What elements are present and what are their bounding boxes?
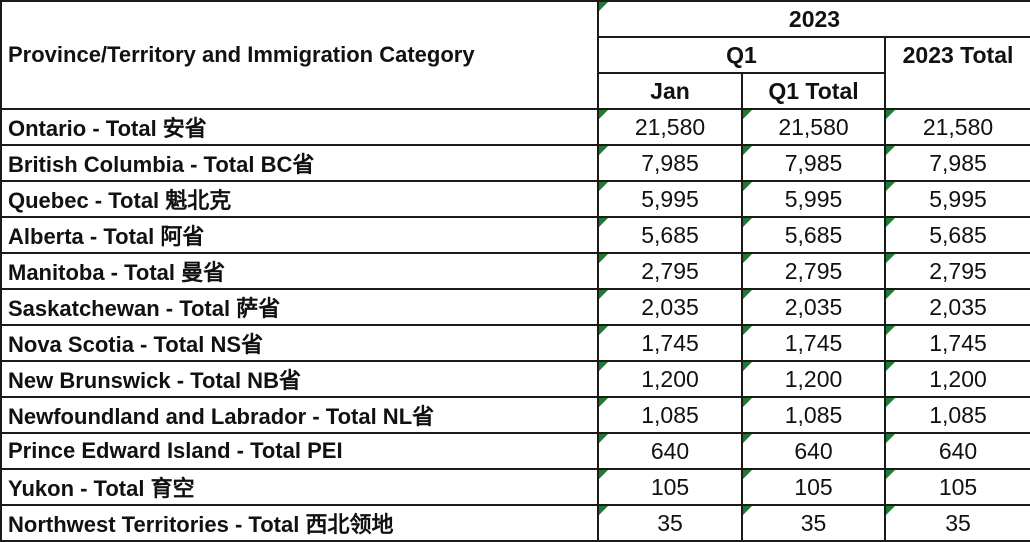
q1-total-cell[interactable]: 1,745 bbox=[741, 324, 886, 362]
table-row: Ontario - Total 安省 21,580 21,580 21,580 bbox=[0, 108, 1030, 146]
table-row: Northwest Territories - Total 西北领地 35 35… bbox=[0, 504, 1030, 542]
category-cell[interactable]: Manitoba - Total 曼省 bbox=[0, 252, 599, 290]
jan-cell[interactable]: 1,085 bbox=[597, 396, 743, 434]
table-body: Ontario - Total 安省 21,580 21,580 21,580 … bbox=[0, 108, 1030, 542]
jan-cell[interactable]: 1,745 bbox=[597, 324, 743, 362]
year-total-cell[interactable]: 2,795 bbox=[883, 252, 1030, 290]
table-row: British Columbia - Total BC省 7,985 7,985… bbox=[0, 144, 1030, 182]
table-row: Quebec - Total 魁北克 5,995 5,995 5,995 bbox=[0, 180, 1030, 218]
table-row: Manitoba - Total 曼省 2,795 2,795 2,795 bbox=[0, 252, 1030, 290]
jan-cell[interactable]: 105 bbox=[597, 468, 743, 506]
category-cell[interactable]: Prince Edward Island - Total PEI bbox=[0, 432, 599, 470]
jan-cell[interactable]: 1,200 bbox=[597, 360, 743, 398]
year-total-cell[interactable]: 105 bbox=[883, 468, 1030, 506]
table-row: New Brunswick - Total NB省 1,200 1,200 1,… bbox=[0, 360, 1030, 398]
category-cell[interactable]: Quebec - Total 魁北克 bbox=[0, 180, 599, 218]
year-header[interactable]: 2023 bbox=[596, 0, 1030, 38]
year-total-cell[interactable]: 5,685 bbox=[883, 216, 1030, 254]
q1-total-cell[interactable]: 5,995 bbox=[741, 180, 886, 218]
year-total-cell[interactable]: 1,200 bbox=[883, 360, 1030, 398]
table-row: Alberta - Total 阿省 5,685 5,685 5,685 bbox=[0, 216, 1030, 254]
q1-total-cell[interactable]: 21,580 bbox=[741, 108, 886, 146]
jan-cell[interactable]: 5,995 bbox=[597, 180, 743, 218]
q1-total-cell[interactable]: 2,035 bbox=[741, 288, 886, 326]
year-total-cell[interactable]: 35 bbox=[883, 504, 1030, 542]
year-total-cell[interactable]: 1,085 bbox=[883, 396, 1030, 434]
table-header: Province/Territory and Immigration Categ… bbox=[0, 0, 1030, 110]
q1-total-cell[interactable]: 105 bbox=[741, 468, 886, 506]
table-row: Newfoundland and Labrador - Total NL省 1,… bbox=[0, 396, 1030, 434]
jan-cell[interactable]: 5,685 bbox=[597, 216, 743, 254]
jan-cell[interactable]: 2,795 bbox=[597, 252, 743, 290]
category-cell[interactable]: British Columbia - Total BC省 bbox=[0, 144, 599, 182]
category-cell[interactable]: Nova Scotia - Total NS省 bbox=[0, 324, 599, 362]
quarter-total-header[interactable]: Q1 Total bbox=[741, 72, 886, 110]
table-row: Nova Scotia - Total NS省 1,745 1,745 1,74… bbox=[0, 324, 1030, 362]
year-total-cell[interactable]: 1,745 bbox=[883, 324, 1030, 362]
category-cell[interactable]: Yukon - Total 育空 bbox=[0, 468, 599, 506]
q1-total-cell[interactable]: 2,795 bbox=[741, 252, 886, 290]
jan-cell[interactable]: 2,035 bbox=[597, 288, 743, 326]
jan-cell[interactable]: 7,985 bbox=[597, 144, 743, 182]
category-cell[interactable]: Saskatchewan - Total 萨省 bbox=[0, 288, 599, 326]
q1-total-cell[interactable]: 1,085 bbox=[741, 396, 886, 434]
year-total-cell[interactable]: 2,035 bbox=[883, 288, 1030, 326]
category-cell[interactable]: Newfoundland and Labrador - Total NL省 bbox=[0, 396, 599, 434]
category-cell[interactable]: New Brunswick - Total NB省 bbox=[0, 360, 599, 398]
q1-total-cell[interactable]: 7,985 bbox=[741, 144, 886, 182]
jan-cell[interactable]: 35 bbox=[597, 504, 743, 542]
category-cell[interactable]: Alberta - Total 阿省 bbox=[0, 216, 599, 254]
table-row: Yukon - Total 育空 105 105 105 bbox=[0, 468, 1030, 506]
year-total-cell[interactable]: 21,580 bbox=[883, 108, 1030, 146]
month-header[interactable]: Jan bbox=[597, 72, 743, 110]
quarter-header[interactable]: Q1 bbox=[597, 36, 886, 74]
category-cell[interactable]: Ontario - Total 安省 bbox=[0, 108, 599, 146]
year-total-cell[interactable]: 7,985 bbox=[883, 144, 1030, 182]
year-total-cell[interactable]: 5,995 bbox=[883, 180, 1030, 218]
category-header[interactable]: Province/Territory and Immigration Categ… bbox=[0, 0, 599, 110]
category-cell[interactable]: Northwest Territories - Total 西北领地 bbox=[0, 504, 599, 542]
year-total-header[interactable]: 2023 Total bbox=[883, 36, 1030, 73]
table-row: Saskatchewan - Total 萨省 2,035 2,035 2,03… bbox=[0, 288, 1030, 326]
year-total-header-spacer[interactable] bbox=[883, 73, 1030, 110]
q1-total-cell[interactable]: 35 bbox=[741, 504, 886, 542]
jan-cell[interactable]: 21,580 bbox=[597, 108, 743, 146]
jan-cell[interactable]: 640 bbox=[597, 432, 743, 470]
year-total-cell[interactable]: 640 bbox=[883, 432, 1030, 470]
q1-total-cell[interactable]: 5,685 bbox=[741, 216, 886, 254]
table-row: Prince Edward Island - Total PEI 640 640… bbox=[0, 432, 1030, 470]
q1-total-cell[interactable]: 640 bbox=[741, 432, 886, 470]
q1-total-cell[interactable]: 1,200 bbox=[741, 360, 886, 398]
